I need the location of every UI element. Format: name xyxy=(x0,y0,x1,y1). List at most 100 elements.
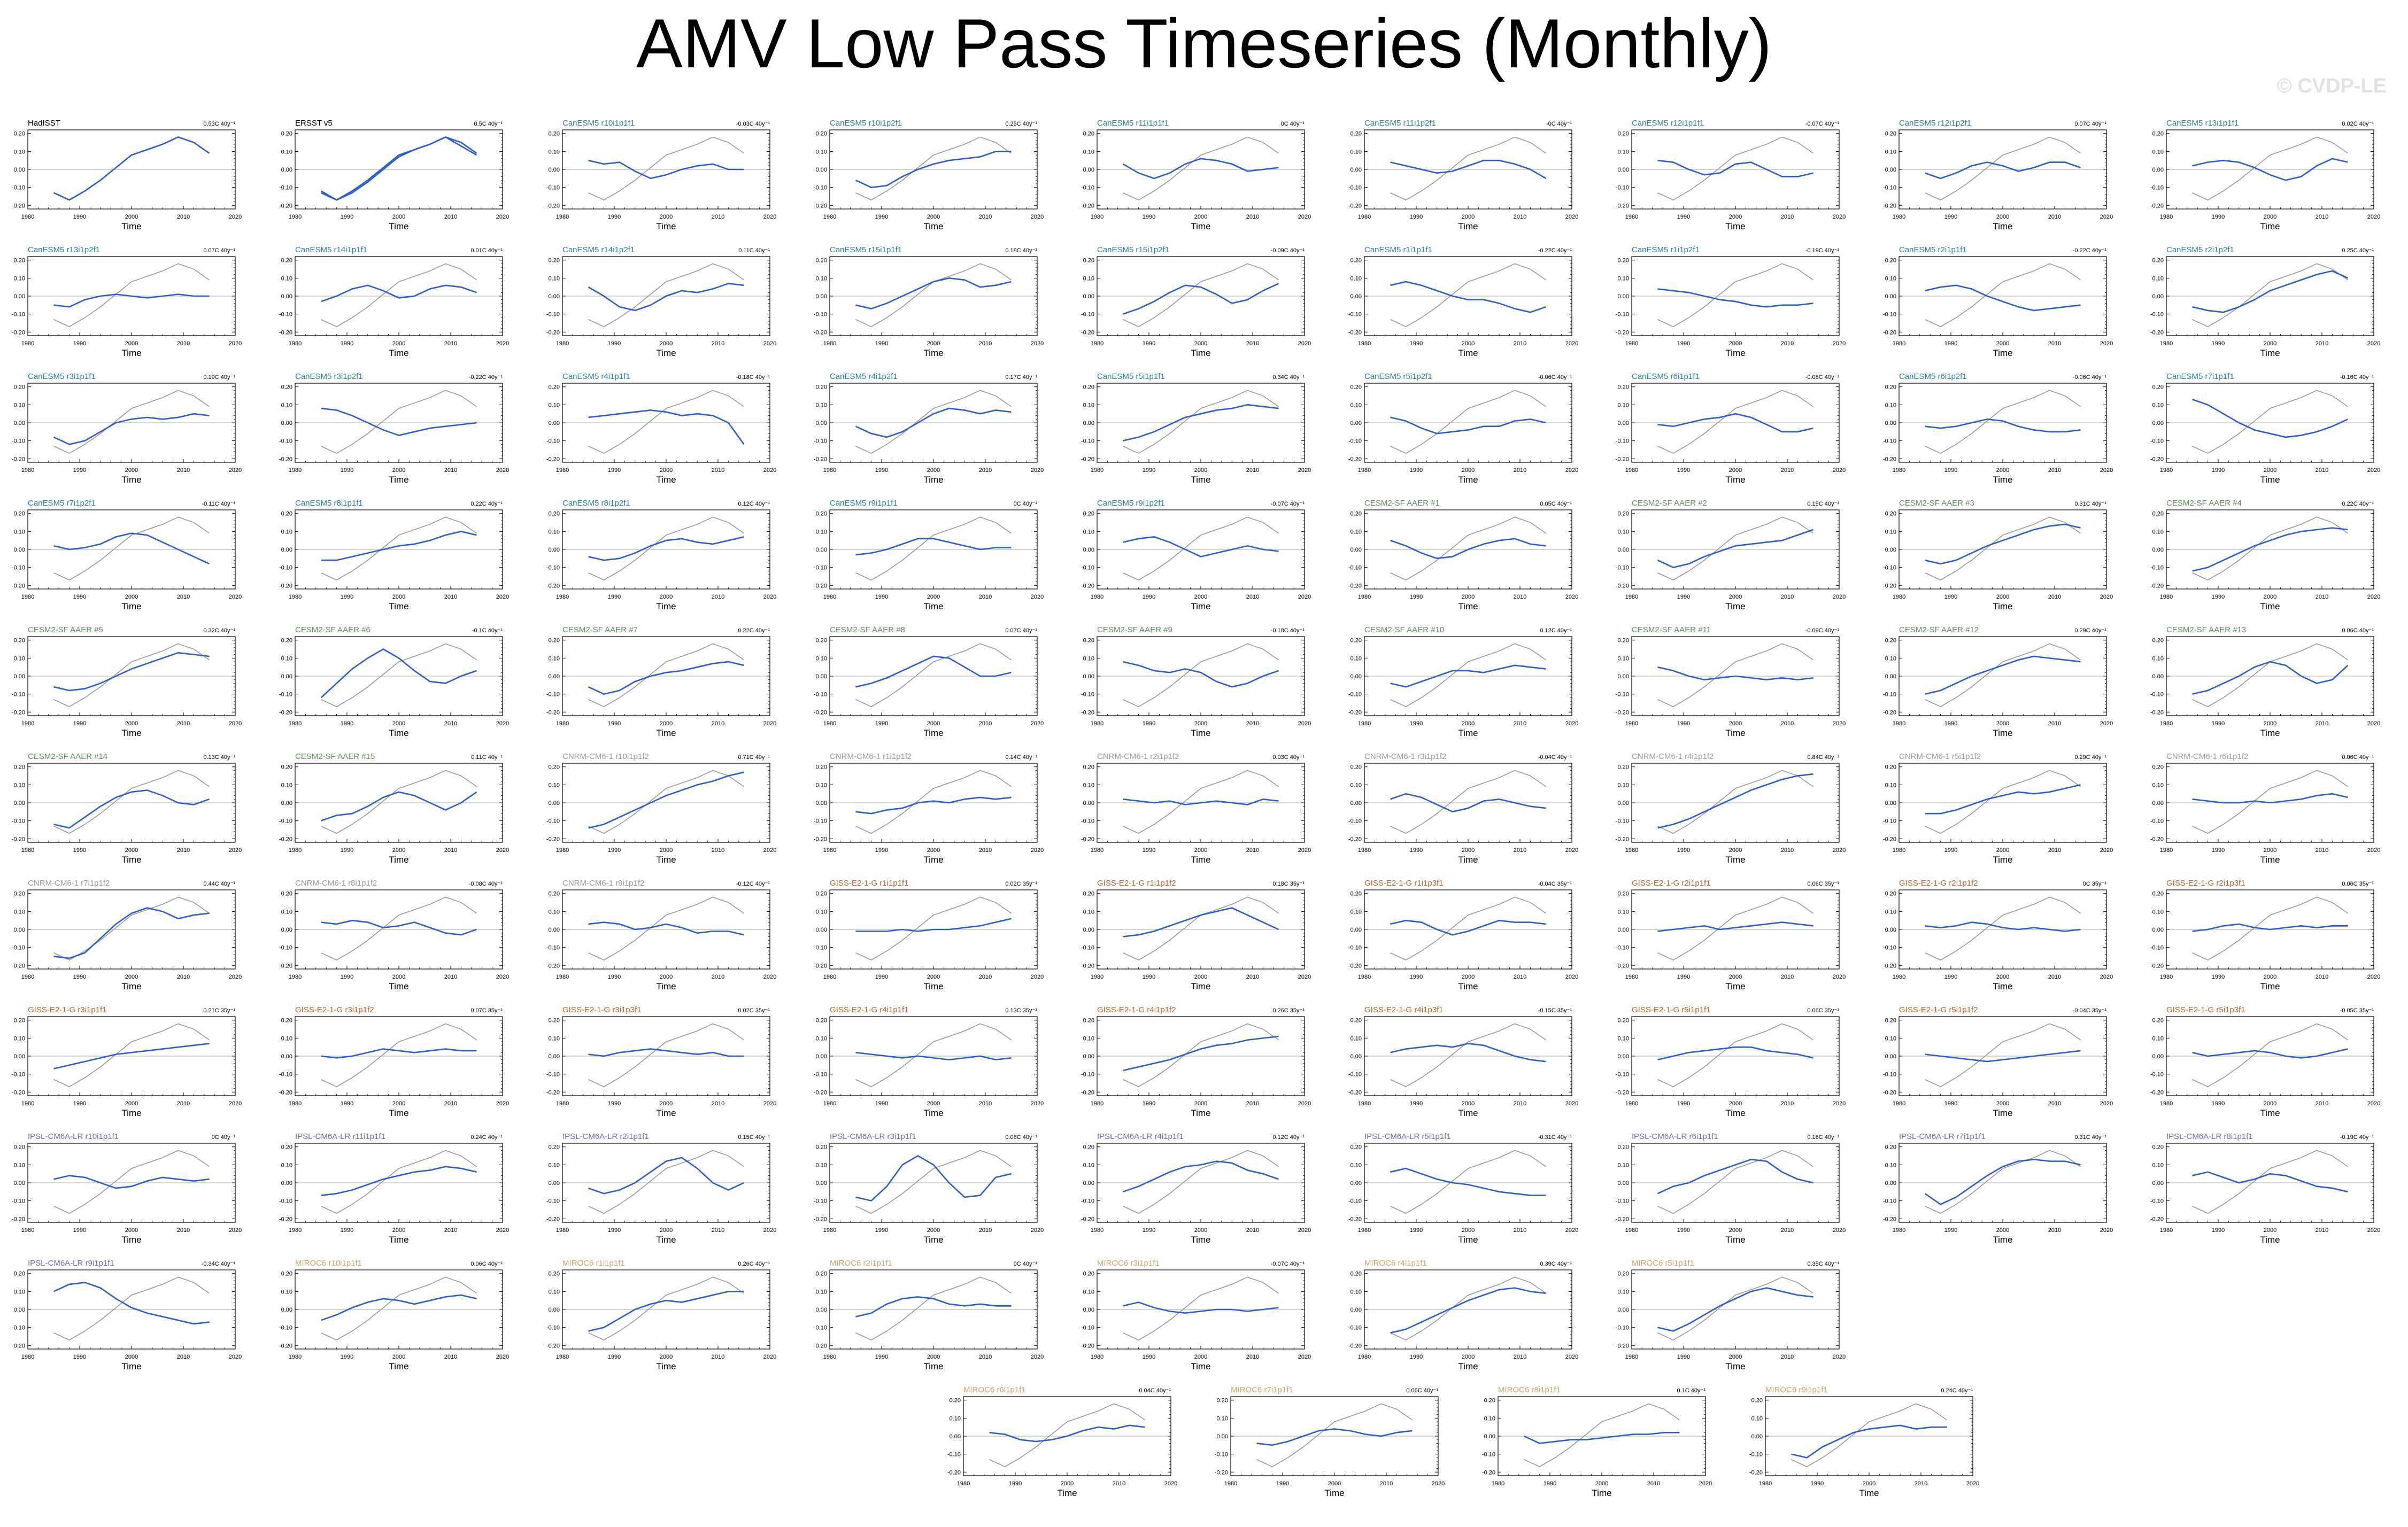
y-tick-label: -0.10 xyxy=(12,692,25,698)
x-tick-label: 1990 xyxy=(73,594,86,600)
y-tick-label: 0.00 xyxy=(281,1053,292,1060)
x-tick-label: 2000 xyxy=(125,720,138,727)
x-axis-label: Time xyxy=(656,475,676,485)
observed-series-line xyxy=(1657,896,1813,961)
observed-series-line xyxy=(1123,516,1279,581)
y-tick-label: -0.20 xyxy=(814,709,827,716)
observed-series-line xyxy=(1657,770,1813,834)
x-tick-label: 2010 xyxy=(177,720,190,727)
y-tick-label: -0.20 xyxy=(1348,456,1362,462)
y-tick-label: -0.20 xyxy=(1883,709,1896,716)
x-tick-label: 2020 xyxy=(1565,974,1578,980)
panel-title: CanESM5 r13i1p2f1 xyxy=(28,245,100,254)
x-tick-label: 2010 xyxy=(1781,340,1794,347)
panel-title: CanESM5 r14i1p1f1 xyxy=(295,245,367,254)
panel-trend-value: 0.21C 35y⁻¹ xyxy=(203,1007,235,1014)
y-tick-label: 0.20 xyxy=(14,511,25,517)
x-tick-label: 2020 xyxy=(2100,847,2113,854)
panel: CanESM5 r14i1p2f1 0.11C 40y⁻¹ 0.20 0.10 0.00… xyxy=(546,245,776,358)
y-tick-label: 0.20 xyxy=(1618,511,1629,517)
y-tick-label: 0.10 xyxy=(549,782,560,788)
x-tick-label: 1990 xyxy=(608,974,621,980)
x-tick-label: 2020 xyxy=(496,594,509,600)
x-tick-label: 1990 xyxy=(1143,974,1155,980)
y-tick-label: 0.10 xyxy=(1885,402,1896,408)
x-tick-label: 1980 xyxy=(1893,340,1905,347)
panel-trend-value: -0.16C 40y⁻¹ xyxy=(2340,374,2374,381)
x-tick-label: 1990 xyxy=(1677,340,1690,347)
y-tick-label: -0.10 xyxy=(12,1072,25,1078)
simulated-series-line xyxy=(1657,159,1813,177)
x-tick-label: 1980 xyxy=(289,340,302,347)
y-tick-label: -0.20 xyxy=(2150,836,2164,842)
y-tick-label: -0.20 xyxy=(1883,963,1896,969)
y-tick-label: -0.10 xyxy=(1348,565,1362,571)
x-tick-label: 2000 xyxy=(125,467,138,474)
y-tick-label: 0.10 xyxy=(281,275,292,282)
y-tick-label: 0.10 xyxy=(816,909,827,915)
x-tick-label: 1990 xyxy=(608,847,621,854)
y-tick-label: 0.00 xyxy=(816,673,827,680)
y-tick-label: 0.00 xyxy=(1083,927,1094,933)
panel-trend-value: -0.12C 40y⁻¹ xyxy=(736,881,770,887)
panel: CanESM5 r9i1p2f1 -0.07C 40y⁻¹ 0.20 0.10 0.00… xyxy=(1081,499,1311,611)
x-tick-label: 2000 xyxy=(2264,594,2276,600)
y-tick-label: 0.10 xyxy=(14,149,25,155)
x-tick-label: 2010 xyxy=(177,340,190,347)
x-tick-label: 1980 xyxy=(2160,214,2173,220)
x-tick-label: 1990 xyxy=(1944,467,1957,474)
simulated-series-line xyxy=(1390,919,1546,936)
x-axis-label: Time xyxy=(1993,221,2012,231)
x-tick-label: 2020 xyxy=(1298,214,1311,220)
y-tick-label: -0.20 xyxy=(12,203,25,209)
x-tick-label: 1980 xyxy=(1625,720,1638,727)
y-tick-label: -0.10 xyxy=(2150,438,2164,445)
simulated-series-line xyxy=(1390,664,1546,688)
x-tick-label: 2010 xyxy=(444,214,457,220)
panel: CNRM-CM6-1 r9i1p1f2 -0.12C 40y⁻¹ 0.20 0.10 0… xyxy=(546,879,776,991)
simulated-series-line xyxy=(588,771,744,829)
y-tick-label: 0.10 xyxy=(1083,402,1094,408)
y-tick-label: -0.10 xyxy=(546,312,560,318)
y-tick-label: 0.10 xyxy=(816,529,827,535)
y-tick-label: 0.00 xyxy=(549,167,560,173)
x-tick-label: 1990 xyxy=(1677,720,1690,727)
x-tick-label: 1980 xyxy=(21,340,34,347)
x-axis-label: Time xyxy=(1191,728,1210,738)
y-tick-label: 0.10 xyxy=(1618,529,1629,535)
y-tick-label: 0.10 xyxy=(14,402,25,408)
simulated-series-line xyxy=(855,151,1012,188)
y-tick-label: -0.10 xyxy=(1081,438,1094,445)
simulated-series-line xyxy=(588,409,745,445)
observed-series-line xyxy=(1123,263,1279,328)
x-axis-label: Time xyxy=(1993,855,2012,865)
panel-trend-value: 0.71C 40y⁻¹ xyxy=(738,754,770,761)
y-tick-label: 0.00 xyxy=(1083,293,1094,300)
y-tick-label: -0.20 xyxy=(12,963,25,969)
panel-title: CanESM5 r1i1p1f1 xyxy=(1364,245,1432,254)
y-tick-label: 0.20 xyxy=(14,891,25,897)
observed-series-line xyxy=(588,263,744,328)
simulated-series-line xyxy=(53,293,210,308)
x-tick-label: 2020 xyxy=(1298,467,1311,474)
panel-trend-value: 0.06C 40y⁻¹ xyxy=(2342,754,2374,761)
y-tick-label: -0.10 xyxy=(1616,818,1629,825)
y-tick-label: 0.00 xyxy=(1618,673,1629,680)
panel: CanESM5 r10i1p1f1 -0.03C 40y⁻¹ 0.20 0.10 0.0… xyxy=(546,119,776,231)
y-tick-label: -0.10 xyxy=(2150,818,2164,825)
y-tick-label: -0.20 xyxy=(279,1089,292,1096)
observed-series-line xyxy=(1657,390,1813,454)
x-tick-label: 1980 xyxy=(289,847,302,854)
y-tick-label: 0.10 xyxy=(281,149,292,155)
x-tick-label: 2010 xyxy=(2048,594,2061,600)
y-tick-label: 0.20 xyxy=(2152,511,2164,517)
y-tick-label: 0.00 xyxy=(1350,800,1362,807)
x-tick-label: 2000 xyxy=(1462,974,1475,980)
x-axis-label: Time xyxy=(389,1108,408,1118)
x-axis-label: Time xyxy=(923,601,943,611)
panel-trend-value: 0.29C 40y⁻¹ xyxy=(2074,754,2106,761)
panel-title: CanESM5 r3i1p1f1 xyxy=(28,372,96,381)
observed-series-line xyxy=(1925,263,2081,328)
x-tick-label: 1990 xyxy=(2212,847,2225,854)
y-tick-label: 0.10 xyxy=(549,402,560,408)
